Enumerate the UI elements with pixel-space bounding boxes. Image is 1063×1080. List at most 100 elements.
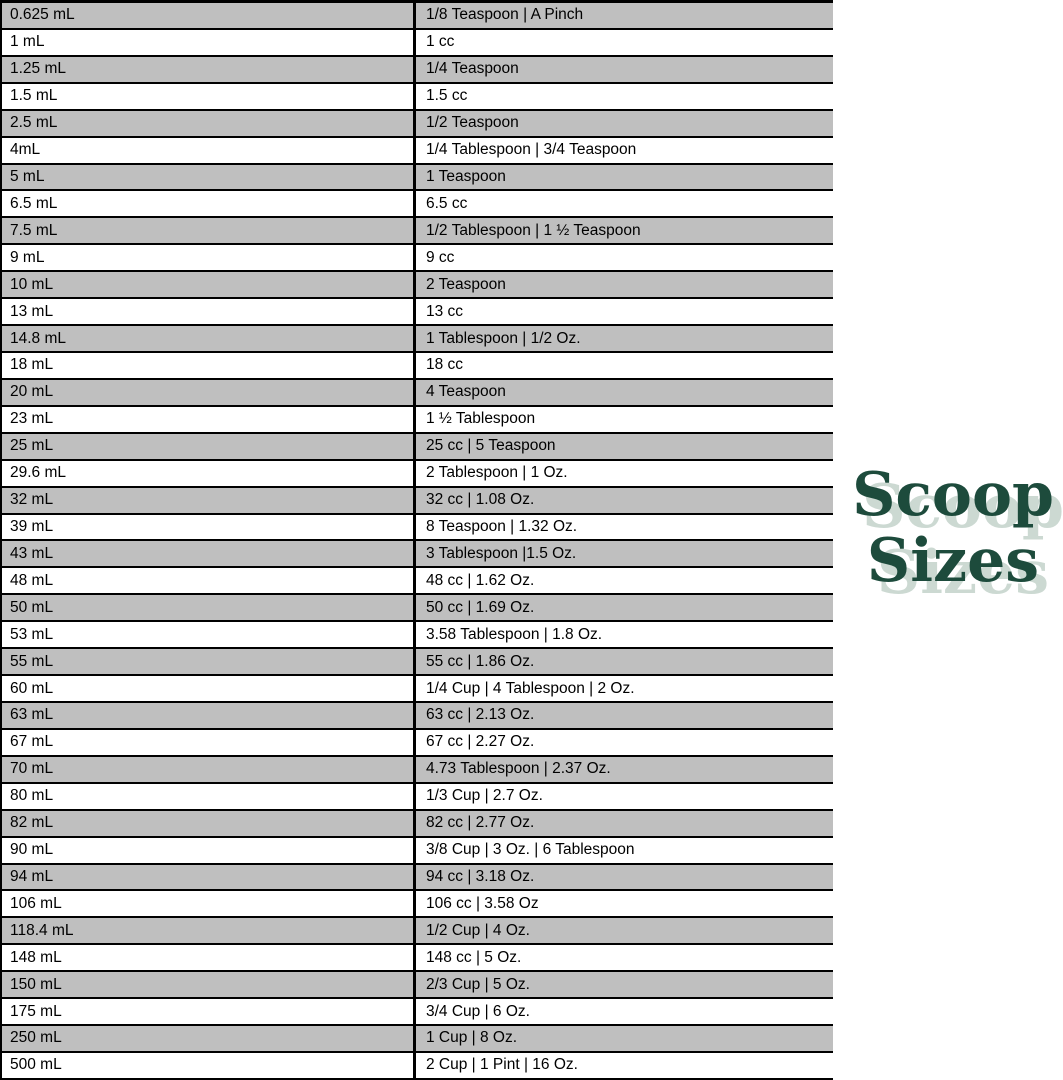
conversion-cell: 9 cc <box>426 248 455 266</box>
table-row: 50 mL 50 cc | 1.69 Oz. <box>2 595 833 623</box>
ml-cell: 2.5 mL <box>2 110 416 136</box>
conversion-cell: 1 ½ Tablespoon <box>426 410 536 428</box>
ml-cell: 70 mL <box>2 756 416 782</box>
ml-cell: 23 mL <box>2 406 416 432</box>
conversion-cell: 1/3 Cup | 2.7 Oz. <box>426 787 543 805</box>
ml-cell: 53 mL <box>2 622 416 648</box>
ml-cell: 20 mL <box>2 379 416 405</box>
table-row: 82 mL 82 cc | 2.77 Oz. <box>2 810 833 838</box>
conversion-cell: 8 Teaspoon | 1.32 Oz. <box>426 517 578 535</box>
logo-line-2: Sizes <box>866 526 1040 596</box>
conversion-cell: 1 Tablespoon | 1/2 Oz. <box>426 329 581 347</box>
conversion-cell: 3/4 Cup | 6 Oz. <box>426 1002 530 1020</box>
ml-cell: 175 mL <box>2 999 416 1025</box>
conversion-cell: 148 cc | 5 Oz. <box>426 948 522 966</box>
ml-cell: 67 mL <box>2 729 416 755</box>
ml-cell: 80 mL <box>2 783 416 809</box>
table-row: 148 mL 148 cc | 5 Oz. <box>2 945 833 973</box>
scoop-sizes-logo: Scoop Sizes <box>843 462 1063 594</box>
ml-cell: 148 mL <box>2 945 416 971</box>
ml-cell: 60 mL <box>2 676 416 701</box>
conversion-cell: 32 cc | 1.08 Oz. <box>426 491 535 509</box>
conversion-cell: 1/2 Tablespoon | 1 ½ Teaspoon <box>426 221 641 239</box>
ml-cell: 48 mL <box>2 568 416 594</box>
conversion-cell: 6.5 cc <box>426 194 468 212</box>
table-row: 250 mL 1 Cup | 8 Oz. <box>2 1026 833 1053</box>
conversion-cell: 2/3 Cup | 5 Oz. <box>426 975 530 993</box>
conversion-cell: 2 Teaspoon <box>426 275 506 293</box>
conversion-cell: 4 Teaspoon <box>426 383 506 401</box>
ml-cell: 5 mL <box>2 164 416 190</box>
ml-cell: 63 mL <box>2 702 416 728</box>
conversion-cell: 13 cc <box>426 302 464 320</box>
table-row: 25 mL 25 cc | 5 Teaspoon <box>2 433 833 461</box>
ml-cell: 1.25 mL <box>2 56 416 82</box>
logo-line-1: Scoop <box>852 460 1054 530</box>
table-row: 10 mL 2 Teaspoon <box>2 272 833 300</box>
conversion-cell: 50 cc | 1.69 Oz. <box>426 598 535 616</box>
conversion-cell: 1 Teaspoon <box>426 167 506 185</box>
ml-cell: 18 mL <box>2 352 416 378</box>
table-row: 29.6 mL 2 Tablespoon | 1 Oz. <box>2 460 833 488</box>
ml-cell: 82 mL <box>2 810 416 836</box>
ml-cell: 90 mL <box>2 837 416 863</box>
table-row: 5 mL 1 Teaspoon <box>2 164 833 192</box>
conversion-cell: 2 Cup | 1 Pint | 16 Oz. <box>426 1056 578 1074</box>
conversion-cell: 63 cc | 2.13 Oz. <box>426 706 535 724</box>
ml-cell: 7.5 mL <box>2 218 416 244</box>
ml-cell: 55 mL <box>2 649 416 675</box>
table-row: 48 mL 48 cc | 1.62 Oz. <box>2 568 833 596</box>
table-row: 118.4 mL 1/2 Cup | 4 Oz. <box>2 918 833 946</box>
table-row: 14.8 mL 1 Tablespoon | 1/2 Oz. <box>2 326 833 353</box>
ml-cell: 150 mL <box>2 972 416 998</box>
ml-cell: 25 mL <box>2 433 416 459</box>
conversion-cell: 1 Cup | 8 Oz. <box>426 1029 518 1047</box>
ml-cell: 32 mL <box>2 487 416 513</box>
table-row: 80 mL 1/3 Cup | 2.7 Oz. <box>2 783 833 811</box>
table-row: 1.25 mL 1/4 Teaspoon <box>2 56 833 84</box>
ml-cell: 1 mL <box>2 29 416 55</box>
table-row: 4mL 1/4 Tablespoon | 3/4 Teaspoon <box>2 137 833 165</box>
table-row: 106 mL 106 cc | 3.58 Oz <box>2 891 833 919</box>
conversion-cell: 106 cc | 3.58 Oz <box>426 894 539 912</box>
table-row: 39 mL 8 Teaspoon | 1.32 Oz. <box>2 514 833 542</box>
conversion-cell: 3 Tablespoon |1.5 Oz. <box>426 544 577 562</box>
table-row: 1 mL 1 cc <box>2 29 833 57</box>
table-row: 6.5 mL 6.5 cc <box>2 191 833 219</box>
table-row: 70 mL 4.73 Tablespoon | 2.37 Oz. <box>2 756 833 784</box>
conversion-cell: 1/2 Cup | 4 Oz. <box>426 921 530 939</box>
table-row: 94 mL 94 cc | 3.18 Oz. <box>2 864 833 892</box>
table-row: 90 mL 3/8 Cup | 3 Oz. | 6 Tablespoon <box>2 837 833 865</box>
ml-cell: 39 mL <box>2 514 416 540</box>
conversion-cell: 1 cc <box>426 33 455 51</box>
ml-cell: 9 mL <box>2 245 416 271</box>
ml-cell: 43 mL <box>2 541 416 567</box>
ml-cell: 250 mL <box>2 1026 416 1051</box>
table-row: 53 mL 3.58 Tablespoon | 1.8 Oz. <box>2 622 833 650</box>
conversion-cell: 2 Tablespoon | 1 Oz. <box>426 464 568 482</box>
conversion-cell: 1/4 Cup | 4 Tablespoon | 2 Oz. <box>426 679 635 697</box>
conversion-cell: 1/4 Teaspoon <box>426 60 519 78</box>
conversion-cell: 18 cc <box>426 356 464 374</box>
conversion-cell: 3.58 Tablespoon | 1.8 Oz. <box>426 625 603 643</box>
table-row: 1.5 mL 1.5 cc <box>2 83 833 111</box>
table-row: 2.5 mL 1/2 Teaspoon <box>2 110 833 138</box>
conversion-cell: 25 cc | 5 Teaspoon <box>426 437 556 455</box>
table-row: 13 mL 13 cc <box>2 299 833 327</box>
table-row: 63 mL 63 cc | 2.13 Oz. <box>2 702 833 730</box>
ml-cell: 4mL <box>2 137 416 163</box>
table-row: 23 mL 1 ½ Tablespoon <box>2 406 833 434</box>
ml-cell: 500 mL <box>2 1052 416 1078</box>
ml-cell: 0.625 mL <box>2 3 416 28</box>
table-row: 20 mL 4 Teaspoon <box>2 379 833 407</box>
ml-cell: 50 mL <box>2 595 416 621</box>
table-row: 60 mL 1/4 Cup | 4 Tablespoon | 2 Oz. <box>2 676 833 703</box>
table-row: 55 mL 55 cc | 1.86 Oz. <box>2 649 833 677</box>
conversion-cell: 1/4 Tablespoon | 3/4 Teaspoon <box>426 141 637 159</box>
ml-cell: 94 mL <box>2 864 416 890</box>
conversion-cell: 1.5 cc <box>426 87 468 105</box>
table-row: 7.5 mL 1/2 Tablespoon | 1 ½ Teaspoon <box>2 218 833 246</box>
conversion-cell: 55 cc | 1.86 Oz. <box>426 652 535 670</box>
ml-cell: 10 mL <box>2 272 416 298</box>
